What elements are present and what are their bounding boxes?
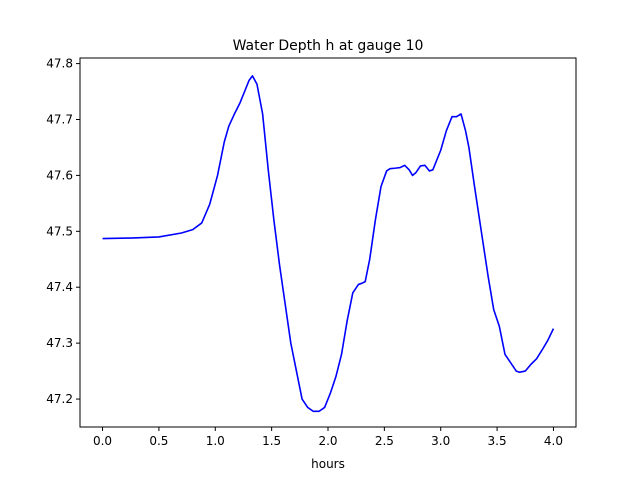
x-tick-label: 1.5 <box>262 434 281 448</box>
y-tick-label: 47.6 <box>46 168 73 182</box>
y-tick-label: 47.4 <box>46 280 73 294</box>
x-tick-label: 1.0 <box>206 434 225 448</box>
y-axis: 47.2 47.3 47.4 47.5 47.6 47.7 47.8 <box>46 57 80 406</box>
chart-title: Water Depth h at gauge 10 <box>233 38 424 54</box>
x-tick-label: 2.0 <box>318 434 337 448</box>
x-tick-label: 2.5 <box>375 434 394 448</box>
x-tick-label: 3.0 <box>431 434 450 448</box>
plot-area <box>102 75 555 413</box>
y-tick-label: 47.5 <box>46 224 73 238</box>
x-tick-label: 0.0 <box>93 434 112 448</box>
y-tick-label: 47.8 <box>46 57 73 71</box>
x-axis: 0.0 0.5 1.0 1.5 2.0 2.5 3.0 3.5 4.0 <box>93 427 563 448</box>
x-tick-label: 0.5 <box>149 434 168 448</box>
series-line-0 <box>102 75 555 413</box>
axes-frame <box>79 57 577 428</box>
x-axis-label: hours <box>311 457 345 471</box>
y-tick-label: 47.3 <box>46 336 73 350</box>
y-tick-label: 47.2 <box>46 392 73 406</box>
x-tick-label: 3.5 <box>488 434 507 448</box>
y-tick-label: 47.7 <box>46 113 73 127</box>
x-tick-label: 4.0 <box>544 434 563 448</box>
